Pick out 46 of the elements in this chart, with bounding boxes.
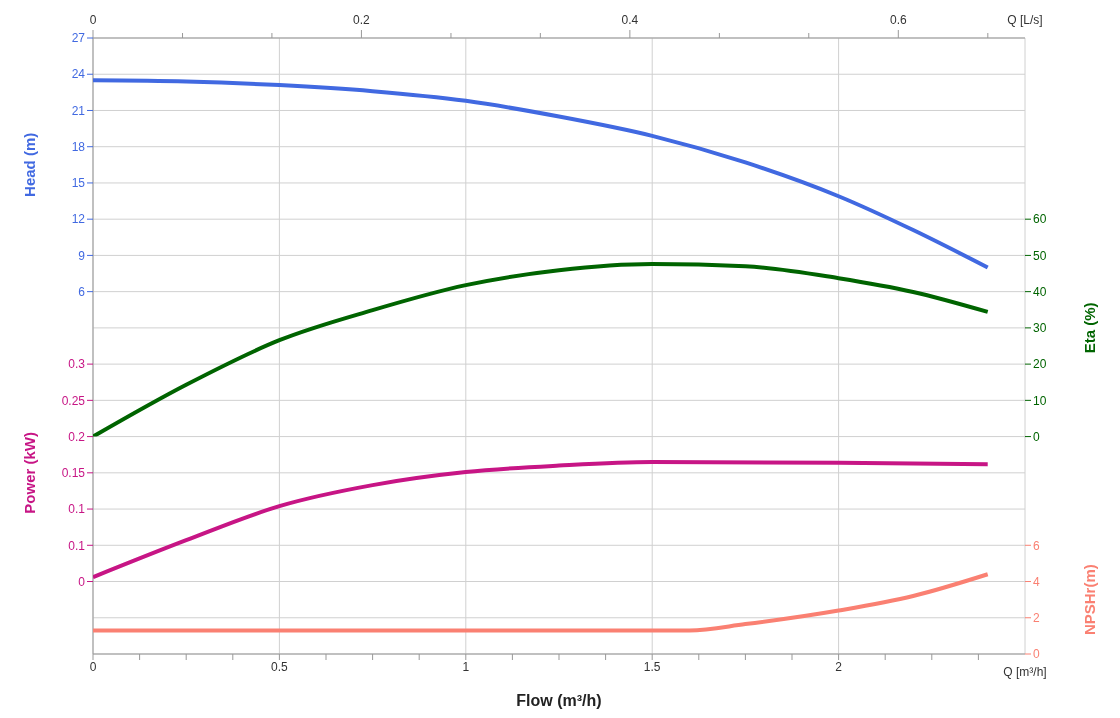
y-tick-label: 6 — [78, 284, 86, 299]
y-tick-label: 6 — [1033, 538, 1040, 553]
y-tick-label: 21 — [71, 103, 86, 118]
y-tick-label: 9 — [78, 248, 86, 263]
y-tick-label: 18 — [71, 139, 86, 154]
y-tick-label: 50 — [1033, 248, 1047, 263]
x2-axis-title: Q [L/s] — [1007, 13, 1043, 27]
y-tick-label: 12 — [71, 212, 86, 227]
y-tick-label: 0.3 — [68, 357, 86, 372]
y-tick-label: 2 — [1033, 611, 1040, 626]
line-series — [93, 572, 990, 633]
y-axis-title: Power (kW) — [21, 431, 39, 514]
y-axis-title: Eta (%) — [1081, 302, 1099, 354]
x2-tick-label: 0.4 — [621, 13, 639, 27]
y-tick-label: 60 — [1033, 212, 1047, 227]
y-tick-label: 0 — [1033, 429, 1040, 444]
x-tick-label: 1 — [462, 659, 470, 674]
y-tick-label: 0.1 — [68, 502, 86, 517]
y-tick-label: 0 — [1033, 647, 1040, 662]
x2-tick-label: 0 — [89, 13, 97, 27]
y-axis-title: Head (m) — [21, 132, 39, 197]
y-tick-label: 0.15 — [61, 466, 86, 481]
y-tick-label: 24 — [71, 67, 86, 82]
x-tick-label: 2 — [835, 659, 843, 674]
text: Q [m³/h] — [1003, 665, 1047, 679]
x-axis-title: Flow (m³/h) — [516, 692, 602, 709]
y-tick-label: 0.2 — [68, 429, 86, 444]
y-tick-label: 20 — [1033, 357, 1047, 372]
x2-tick-label: 0.2 — [353, 13, 371, 27]
y-tick-label: 0.25 — [61, 393, 86, 408]
y-tick-label: 27 — [71, 31, 86, 46]
line-series — [93, 78, 990, 270]
x-tick-label: 1.5 — [643, 659, 661, 674]
y-tick-label: 4 — [1033, 574, 1040, 589]
y-tick-label: 15 — [71, 176, 86, 191]
line-series — [93, 459, 990, 580]
line-series — [93, 262, 990, 437]
x-tick-label: 0 — [89, 659, 97, 674]
y-tick-label: 30 — [1033, 321, 1047, 336]
y-tick-label: 10 — [1033, 393, 1047, 408]
y-axis-title: NPSHr(m) — [1081, 564, 1099, 636]
x2-tick-label: 0.6 — [889, 13, 907, 27]
x-tick-label: 0.5 — [271, 659, 289, 674]
y-tick-label: 40 — [1033, 284, 1047, 299]
y-tick-label: 0.1 — [68, 538, 86, 553]
y-tick-label: 0 — [78, 574, 86, 589]
